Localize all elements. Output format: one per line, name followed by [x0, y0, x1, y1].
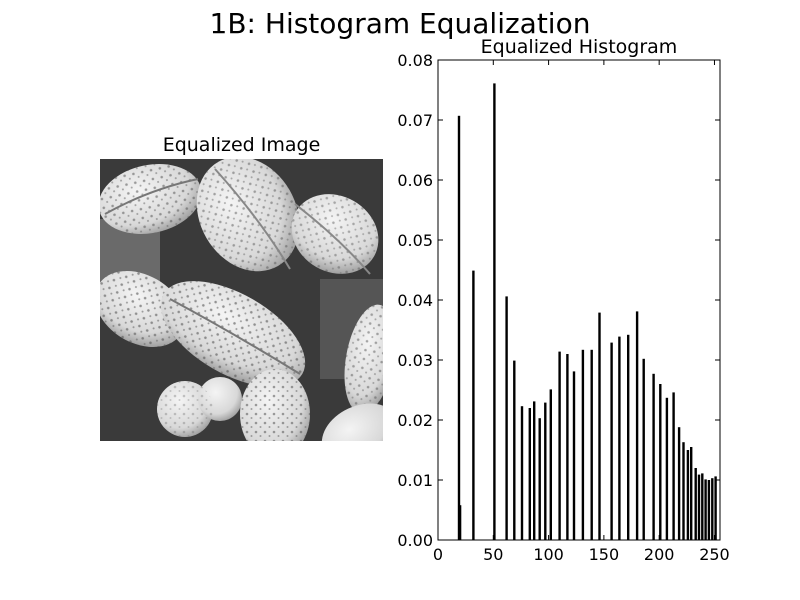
histogram-bar — [652, 373, 655, 540]
histogram-bar — [697, 474, 701, 540]
histogram-bar — [528, 408, 531, 540]
pollen-grain — [100, 271, 185, 347]
histogram-bar — [618, 336, 621, 540]
chart-title: Equalized Histogram — [481, 36, 678, 58]
x-tick-label: 100 — [533, 545, 564, 564]
histogram-bar — [493, 83, 496, 541]
histogram-bar — [544, 402, 547, 540]
histogram-bar — [566, 354, 569, 540]
histogram-bar — [558, 351, 561, 540]
pollen-grain — [291, 194, 379, 275]
histogram-bars — [457, 83, 717, 541]
y-tick-label: 0.00 — [397, 531, 433, 550]
histogram-bar — [549, 389, 552, 540]
x-tick-label: 250 — [699, 545, 730, 564]
histogram-bar — [458, 505, 462, 540]
y-tick-label: 0.04 — [397, 291, 433, 310]
x-tick-label: 200 — [644, 545, 675, 564]
pollen-grain — [240, 369, 310, 441]
histogram-bar — [677, 427, 681, 540]
histogram-bar — [513, 360, 516, 540]
histogram-bar — [665, 397, 669, 540]
histogram-bar — [590, 349, 593, 540]
histogram-bar — [701, 473, 704, 540]
y-tick-label: 0.03 — [397, 351, 433, 370]
y-tick-label: 0.01 — [397, 471, 433, 490]
y-tick-label: 0.02 — [397, 411, 433, 430]
histogram-bar — [457, 115, 461, 541]
histogram-bar — [538, 418, 541, 540]
image-title: Equalized Image — [162, 134, 321, 156]
histogram-bar — [472, 270, 475, 540]
plot-frame — [437, 59, 721, 541]
histogram-bar — [520, 406, 524, 540]
pollen-grain — [100, 164, 202, 234]
histogram-bar — [707, 480, 711, 540]
histogram-bar — [686, 450, 690, 540]
histogram-bar — [672, 392, 675, 540]
histogram-bar — [627, 334, 630, 540]
histogram-bar — [598, 312, 601, 540]
pollen-image-illustration — [100, 159, 383, 441]
y-tick-label: 0.07 — [397, 111, 433, 130]
y-tick-label: 0.08 — [397, 51, 433, 70]
histogram-bar — [690, 447, 693, 540]
equalized-image — [100, 159, 383, 441]
histogram-bar — [505, 296, 508, 540]
y-tick-label: 0.05 — [397, 231, 433, 250]
histogram-bar — [642, 358, 645, 540]
axis-ticks: 0 50 100 150 200 250 0.00 0.01 0.02 0.03 0.04 0.05 0… — [397, 51, 729, 564]
histogram-bar — [533, 401, 536, 540]
histogram-bar — [635, 311, 639, 540]
histogram-bar — [714, 476, 717, 540]
histogram-bar — [610, 342, 613, 540]
histogram-bar — [711, 478, 714, 540]
histogram-bar — [572, 371, 576, 540]
x-tick-label: 50 — [483, 545, 503, 564]
histogram-bar — [694, 468, 697, 540]
pollen-grain — [157, 377, 242, 437]
pollen-grain — [344, 304, 383, 414]
histogram-bar — [704, 479, 707, 540]
y-tick-label: 0.06 — [397, 171, 433, 190]
x-tick-label: 0 — [433, 545, 443, 564]
histogram-bar — [682, 442, 685, 540]
x-tick-label: 150 — [589, 545, 620, 564]
pollen-grain — [160, 281, 306, 387]
histogram-bar — [659, 384, 662, 540]
histogram-bar — [581, 349, 585, 540]
pollen-grain — [321, 403, 383, 441]
figure-title: 1B: Histogram Equalization — [209, 7, 591, 40]
pollen-grain — [196, 159, 300, 272]
